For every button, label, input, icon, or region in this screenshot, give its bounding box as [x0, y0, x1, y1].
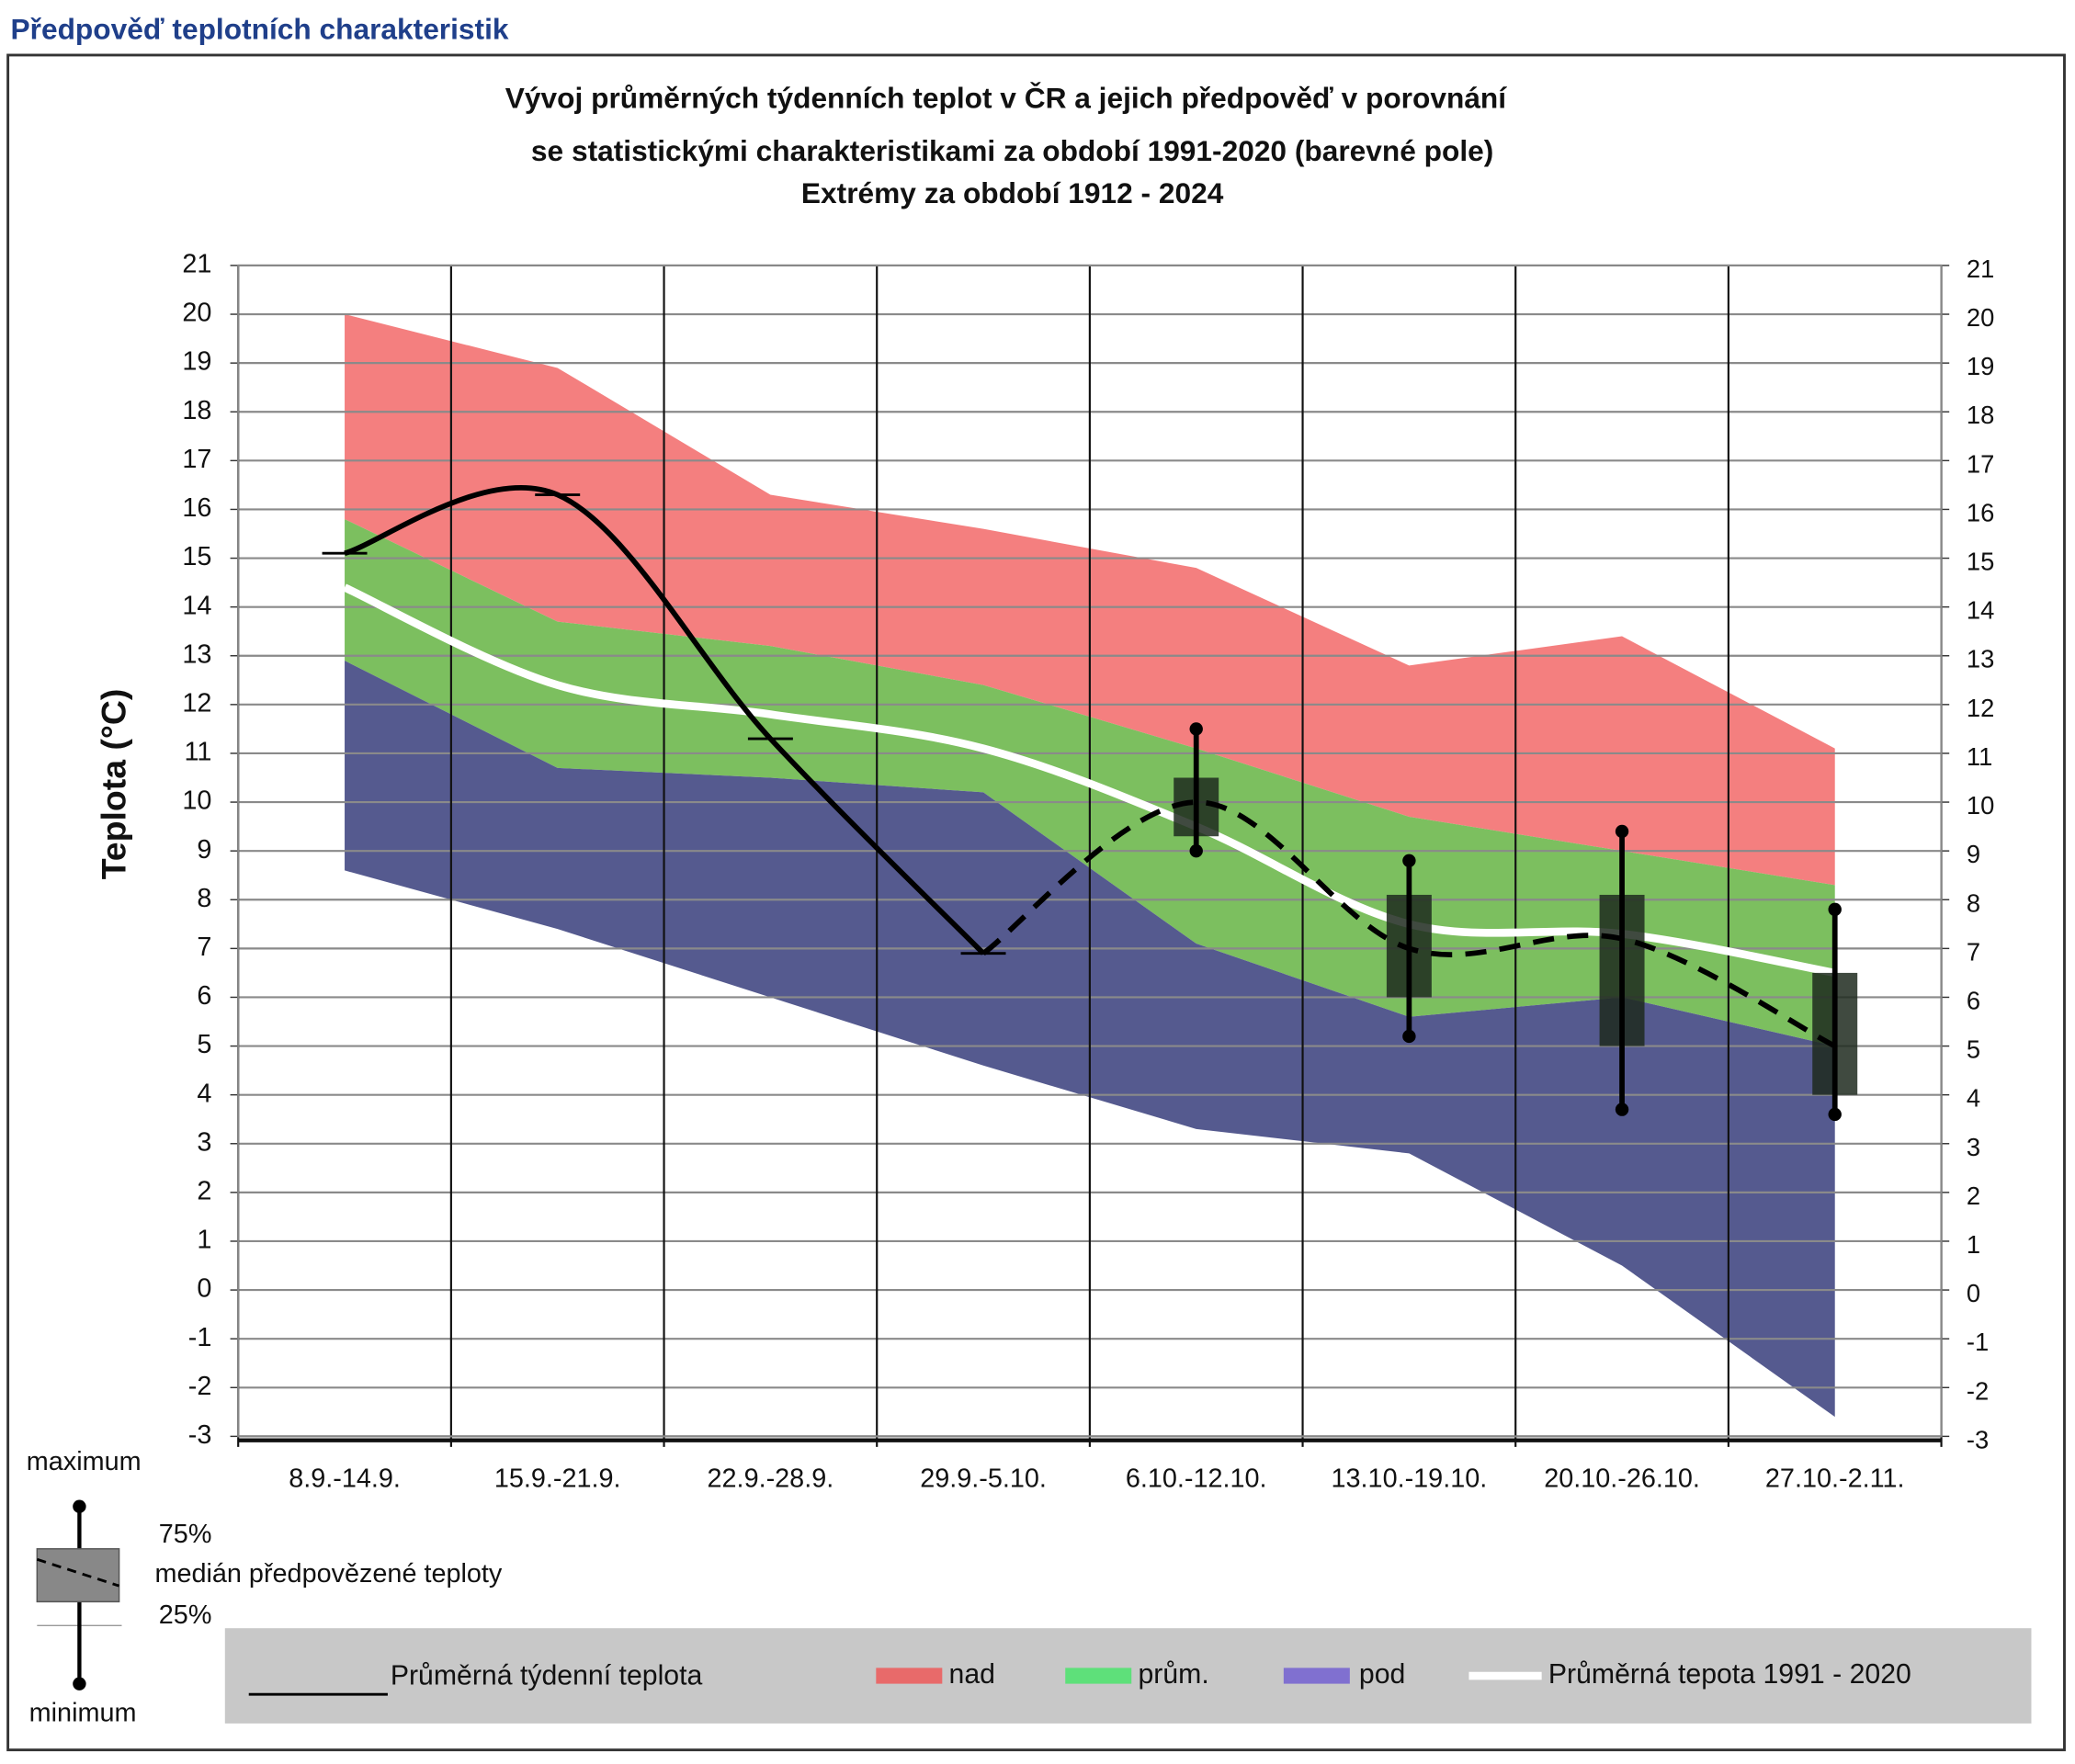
- y-tick-label: 16: [182, 493, 211, 523]
- forecast-max: [1402, 854, 1416, 867]
- x-tick-label: 8.9.-14.9.: [289, 1464, 401, 1494]
- y2-tick-label: -1: [1967, 1328, 1989, 1356]
- x-tick-label: 13.10.-19.10.: [1332, 1464, 1488, 1494]
- key-label: maximum: [27, 1447, 142, 1476]
- y-tick-label: 7: [197, 933, 211, 962]
- page-header: Předpověď teplotních charakteristik: [11, 12, 509, 45]
- observed-line: [344, 484, 986, 956]
- x-tick-label: 6.10.-12.10.: [1126, 1464, 1267, 1494]
- y-tick-label: 15: [182, 542, 211, 571]
- legend-label: pod: [1359, 1659, 1405, 1690]
- y2-tick-label: 21: [1967, 254, 1994, 283]
- y-tick-label: 0: [197, 1274, 211, 1304]
- forecast-min: [1189, 843, 1203, 858]
- y-tick-label: -2: [188, 1372, 212, 1401]
- forecast-min: [1615, 1102, 1629, 1116]
- y-tick-label: 21: [182, 250, 211, 279]
- y2-tick-label: 15: [1967, 548, 1994, 576]
- x-tick-label: 22.9.-28.9.: [708, 1464, 834, 1494]
- chart-title: Extrémy za období 1912 - 2024: [801, 176, 1224, 209]
- forecast-min: [1402, 1029, 1416, 1044]
- y-tick-label: -1: [188, 1323, 212, 1352]
- y-tick-label: 20: [182, 299, 211, 328]
- y2-tick-label: 0: [1967, 1279, 1980, 1307]
- frame: [6, 53, 2066, 1752]
- y-tick-label: -3: [188, 1420, 212, 1450]
- key-max: [73, 1499, 86, 1513]
- y-tick-label: 4: [197, 1079, 211, 1108]
- y2-tick-label: 7: [1967, 937, 1980, 966]
- y-tick-label: 5: [197, 1030, 211, 1059]
- y-tick-label: 10: [182, 786, 211, 816]
- y-tick-label: 18: [182, 396, 211, 425]
- key: maximum 75% medián předpovězené teploty …: [27, 1447, 503, 1728]
- y2-tick-label: 14: [1967, 596, 1994, 625]
- legend-label: prům.: [1138, 1659, 1208, 1690]
- chart-title: se statistickými charakteristikami za ob…: [531, 134, 1493, 167]
- y2-tick-label: 1: [1967, 1230, 1980, 1259]
- y2-tick-label: 8: [1967, 888, 1980, 917]
- y-tick-label: 13: [182, 639, 211, 669]
- y-tick-label: 1: [197, 1226, 211, 1255]
- y-tick-label: 8: [197, 884, 211, 913]
- forecast-max: [1828, 902, 1842, 917]
- forecast-max: [1615, 824, 1629, 839]
- y-tick-label: 17: [182, 445, 211, 474]
- y2-tick-label: 11: [1967, 742, 1992, 771]
- y2-tick-label: 5: [1967, 1035, 1980, 1064]
- forecast-min: [1828, 1107, 1842, 1122]
- x-tick-label: 27.10.-2.11.: [1765, 1464, 1905, 1494]
- plot-border: [237, 264, 1943, 1438]
- x-tick-label: 20.10.-26.10.: [1544, 1464, 1700, 1494]
- y2-tick-label: -2: [1967, 1376, 1989, 1405]
- y2-tick-label: 12: [1967, 694, 1994, 722]
- y2-tick-label: -3: [1967, 1425, 1989, 1453]
- chart-title: Vývoj průměrných týdenních teplot v ČR a…: [505, 81, 1507, 114]
- mean-line: [343, 583, 1836, 978]
- y2-tick-label: 4: [1967, 1084, 1980, 1113]
- x-tick-label: 29.9.-5.10.: [920, 1464, 1047, 1494]
- y-tick-label: 6: [197, 981, 211, 1011]
- x-tick-label: 15.9.-21.9.: [494, 1464, 621, 1494]
- y2-tick-label: 3: [1967, 1133, 1980, 1161]
- legend-label: Průměrná týdenní teplota: [391, 1660, 703, 1690]
- y2-tick-label: 9: [1967, 840, 1980, 868]
- y2-tick-label: 17: [1967, 449, 1994, 478]
- key-min: [73, 1677, 86, 1690]
- y2-tick-label: 20: [1967, 303, 1994, 332]
- key-label: 75%: [159, 1520, 212, 1549]
- y-axis-title: Teplota (°C): [95, 689, 133, 880]
- y2-tick-label: 19: [1967, 352, 1994, 380]
- y-tick-label: 12: [182, 688, 211, 718]
- y2-tick-label: 13: [1967, 645, 1994, 673]
- y2-tick-label: 2: [1967, 1182, 1980, 1210]
- legend-label: nad: [949, 1659, 995, 1690]
- y2-tick-label: 10: [1967, 791, 1994, 820]
- y-tick-label: 19: [182, 347, 211, 377]
- key-box: [36, 1548, 120, 1603]
- y2-tick-label: 16: [1967, 498, 1994, 526]
- y-tick-label: 11: [185, 738, 212, 767]
- key-median: [36, 1557, 120, 1588]
- forecast-median-line: [981, 799, 1837, 1049]
- legend-label: Průměrná tepota 1991 - 2020: [1548, 1659, 1911, 1690]
- key-label: 25%: [159, 1600, 212, 1630]
- y-tick-label: 14: [182, 591, 211, 620]
- y2-tick-label: 6: [1967, 986, 1980, 1014]
- y2-tick-label: 18: [1967, 401, 1994, 429]
- key-label: minimum: [29, 1698, 137, 1727]
- y-tick-label: 3: [197, 1127, 211, 1157]
- y-tick-label: 2: [197, 1176, 211, 1205]
- forecast-max: [1189, 722, 1203, 736]
- y-tick-label: 9: [197, 835, 211, 865]
- key-label: medián předpovězené teploty: [154, 1559, 502, 1589]
